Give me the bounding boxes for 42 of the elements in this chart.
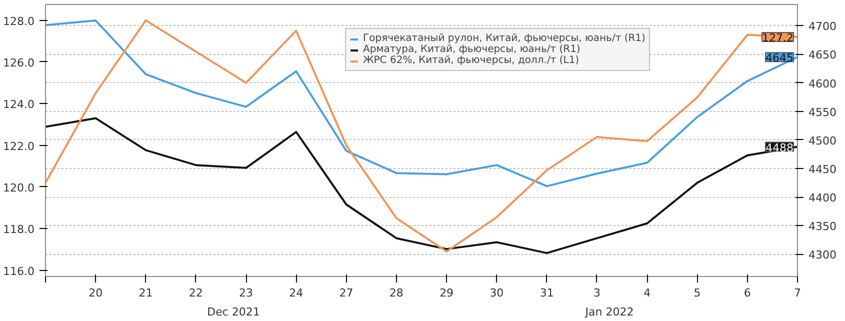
y-tick-label: 128.0 (3, 14, 35, 28)
text: Jan 2022 (584, 306, 634, 318)
x-tick-label: 30 (490, 286, 504, 300)
legend-label: Горячекатаный рулон, Китай, фьючерсы, юань/т (R1) (363, 33, 646, 44)
data-label: 4488 (766, 141, 794, 154)
x-tick-label: 6 (744, 286, 751, 300)
y2-tick-label: 4600 (808, 77, 836, 90)
x-tick-label: 4 (644, 286, 651, 300)
y2-tick-label: 4700 (808, 20, 836, 34)
y2-tick-label: 4350 (808, 220, 836, 234)
y2-tick-label: 4400 (808, 192, 836, 205)
x-tick-label: 31 (540, 286, 554, 300)
data-label: 127.2 (762, 31, 794, 44)
text: Dec 2021 (207, 306, 260, 318)
x-tick-label: 22 (188, 286, 203, 300)
y2-tick-label: 4650 (808, 48, 836, 62)
y2-tick-label: 4450 (808, 163, 836, 176)
line-series (46, 117, 798, 254)
x-tick-label: 21 (138, 286, 153, 300)
x-tick-label: 29 (440, 286, 454, 300)
x-tick-label: 7 (794, 286, 801, 300)
line-series (46, 19, 798, 253)
legend-label: ЖРС 62%, Китай, фьючерсы, долл./т (L1) (363, 55, 580, 66)
y2-tick-label: 4300 (808, 248, 836, 262)
x-tick-label: 23 (239, 286, 254, 300)
y-tick-label: 118.0 (3, 223, 35, 236)
data-label: 4645 (766, 52, 794, 65)
legend-label: Арматура, Китай, фьючерсы, юань/т (R1) (363, 44, 580, 55)
x-tick-label: 24 (289, 286, 304, 300)
y-tick-label: 122.0 (3, 140, 35, 153)
x-tick-label: 27 (339, 286, 354, 300)
x-tick-label: 5 (694, 286, 701, 300)
y-tick-label: 126.0 (3, 56, 35, 70)
x-tick-label: 3 (593, 286, 600, 300)
x-tick-label: 20 (88, 286, 103, 300)
y-tick-label: 116.0 (3, 264, 35, 278)
y-tick-label: 120.0 (3, 181, 35, 194)
line-series (46, 20, 798, 188)
x-tick-label: 28 (389, 286, 404, 300)
y-tick-label: 124.0 (3, 98, 35, 112)
y2-tick-label: 4550 (808, 106, 836, 119)
y2-tick-label: 4500 (808, 134, 836, 148)
